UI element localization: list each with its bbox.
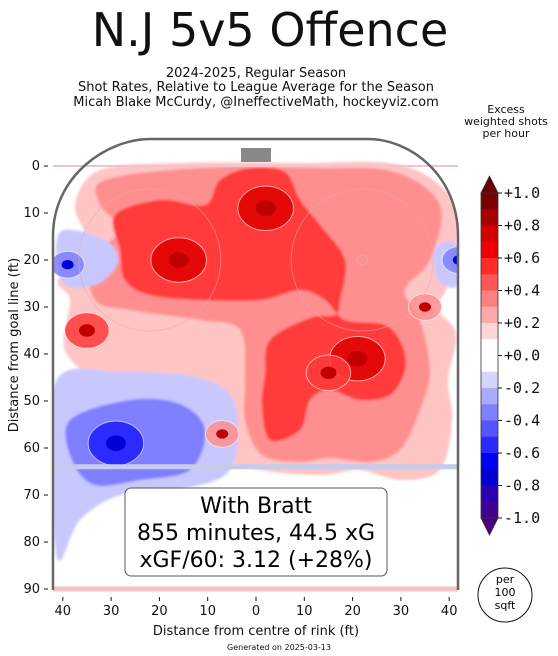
faceoff-circle-left (78, 188, 222, 332)
colorbar-segment-2 (481, 225, 498, 243)
colorbar-segment-5 (481, 274, 498, 291)
per-area-badge: per 100 sqft (477, 567, 533, 623)
colorbar-segment-1 (481, 209, 498, 226)
y-tick-label-0: 0 (32, 159, 40, 174)
per-area-line-2: 100 (495, 586, 516, 599)
chart-title: N.J 5v5 Offence (91, 3, 449, 57)
colorbar-title-line-2: weighted shots (464, 115, 548, 128)
annotation-frame (124, 487, 388, 577)
x-axis-ticks: 40 30 20 10 0 10 20 30 40 (55, 597, 458, 619)
rink-boards (51, 137, 460, 590)
colorbar-segment-15 (481, 436, 498, 454)
colorbar-segment-3 (481, 241, 498, 259)
x-tick-label-8: 40 (55, 604, 72, 619)
y-tick-label-1: 10 (23, 206, 40, 221)
hotspot-core-2 (347, 350, 368, 367)
colorbar-extend-top (480, 175, 499, 194)
colorbar-extend-bottom (480, 517, 499, 536)
y-axis-ticks: 0 10 20 30 40 50 60 70 80 90 (23, 159, 48, 597)
colorbar-tick-label-4: +0.2 (504, 314, 540, 332)
subtitle-metric: Shot Rates, Relative to League Average f… (77, 80, 435, 95)
colorbar-title: Excess weighted shots per hour (456, 104, 556, 140)
colorbar-segment-14 (481, 420, 498, 438)
x-tick-label-6: 20 (151, 604, 168, 619)
subtitle-season: 2024-2025, Regular Season (165, 66, 347, 81)
colorbar-tick-label-10: -1.0 (504, 509, 540, 527)
hotspot-core-6 (419, 302, 432, 312)
colorbar-title-line-3: per hour (482, 127, 530, 140)
per-area-line-3: sqft (495, 599, 516, 612)
colorbar-segment-10 (481, 355, 498, 373)
x-tick-label-7: 30 (103, 604, 120, 619)
x-tick-label-3: 10 (296, 604, 313, 619)
hotspot-core-7 (105, 435, 126, 452)
colorbar-segment-4 (481, 258, 498, 275)
y-tick-label-8: 80 (23, 535, 40, 550)
y-tick-label-9: 90 (23, 582, 40, 597)
annotation-box: With Bratt 855 minutes, 44.5 xG xGF/60: … (124, 487, 388, 577)
per-area-line-1: per (496, 573, 515, 586)
annotation-xgf: xGF/60: 3.12 (+28%) (139, 548, 372, 573)
hotspot-core-0 (168, 252, 189, 268)
annotation-minutes: 855 minutes, 44.5 xG (137, 521, 375, 546)
hotspot-core-3 (320, 366, 337, 380)
colorbar-title-line-1: Excess (487, 103, 525, 116)
generated-date: Generated on 2025-03-13 (227, 643, 331, 652)
x-tick-label-2: 20 (344, 604, 361, 619)
colorbar-segment-8 (481, 323, 498, 340)
colorbar-segment-6 (481, 290, 498, 308)
x-tick-label-5: 10 (199, 604, 216, 619)
goal-net (241, 148, 271, 162)
colorbar-segment-19 (481, 501, 498, 519)
annotation-player: With Bratt (200, 494, 312, 519)
hotspot-core-4 (78, 324, 95, 337)
colorbar-segment-0 (481, 193, 498, 210)
per-area-circle (477, 567, 533, 623)
colorbar-tick-label-1: +0.8 (504, 217, 540, 235)
y-tick-label-5: 50 (23, 394, 40, 409)
colorbar-tick-label-6: -0.2 (504, 379, 540, 397)
y-tick-label-2: 20 (23, 253, 40, 268)
hotspot-core-5 (216, 429, 229, 439)
y-tick-label-3: 30 (23, 300, 40, 315)
y-axis-label: Distance from goal line (ft) (7, 258, 22, 432)
x-tick-label-0: 40 (441, 604, 458, 619)
hotspot-core-9 (452, 255, 458, 265)
x-axis-label: Distance from centre of rink (ft) (153, 624, 359, 639)
colorbar-segment-12 (481, 388, 498, 405)
colorbar-segment-17 (481, 469, 498, 486)
colorbar: +1.0 +0.8 +0.6 +0.4 +0.2 +0.0 -0.2 -0.4 -0.6 -0.8… (480, 175, 540, 536)
colorbar-segment-16 (481, 453, 498, 470)
colorbar-tick-label-7: -0.4 (504, 412, 540, 430)
colorbar-tick-label-3: +0.4 (504, 282, 540, 300)
hotspot-core-8 (61, 260, 74, 270)
x-tick-label-1: 30 (393, 604, 410, 619)
y-tick-label-4: 40 (23, 347, 40, 362)
hotspot-9 (441, 246, 458, 274)
rink-markings (51, 137, 460, 592)
colorbar-tick-label-8: -0.6 (504, 444, 540, 462)
faceoff-dot-right (356, 254, 368, 266)
y-tick-label-6: 60 (23, 441, 40, 456)
colorbar-tick-label-9: -0.8 (504, 477, 540, 495)
colorbar-segment-13 (481, 404, 498, 421)
colorbar-segment-11 (481, 371, 498, 389)
colorbar-tick-label-5: +0.0 (504, 347, 540, 365)
colorbar-segment-7 (481, 306, 498, 324)
colorbar-tick-label-2: +0.6 (504, 249, 540, 267)
hotspot-core-1 (255, 200, 276, 217)
x-tick-label-4: 0 (252, 604, 260, 619)
colorbar-tick-label-0: +1.0 (504, 184, 540, 202)
y-tick-label-7: 70 (23, 488, 40, 503)
faceoff-circle-right (290, 188, 434, 332)
colorbar-segment-9 (481, 339, 498, 356)
colorbar-segment-18 (481, 485, 498, 503)
subtitle-author: Micah Blake McCurdy, @IneffectiveMath, h… (73, 95, 439, 110)
